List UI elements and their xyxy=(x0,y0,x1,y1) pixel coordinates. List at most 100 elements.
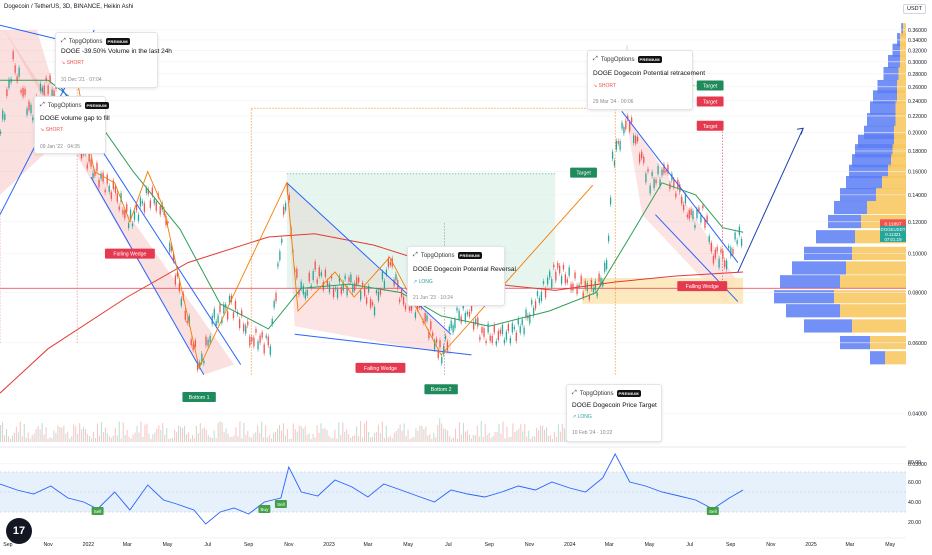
volume-profile-bar xyxy=(895,113,906,127)
volume-bar xyxy=(231,436,233,442)
idea-card-reversal[interactable]: ⤢ TopgOptions PREMIUM DOGE Dogecoin Potent… xyxy=(407,246,516,306)
candle-body xyxy=(686,214,689,218)
volume-bar xyxy=(112,435,114,442)
volume-bar xyxy=(49,437,51,442)
ma-long-line xyxy=(0,233,744,394)
candle-body xyxy=(124,210,126,219)
candle-body xyxy=(100,173,102,179)
candle-body xyxy=(473,321,475,330)
candle-body xyxy=(172,254,175,262)
tradingview-logo[interactable]: 17 xyxy=(6,518,32,544)
idea-card-volume-drop[interactable]: ⤢ TopgOptions PREMIUM DOGE -39.50% Volume … xyxy=(55,32,172,88)
idea-side: SHORT xyxy=(598,83,617,89)
volume-profile-bar xyxy=(867,200,906,215)
volume-bar xyxy=(524,423,526,442)
price-tick-label: 0.14000 xyxy=(908,193,927,199)
candle-body xyxy=(568,267,570,276)
short-arrow-icon: ↘ xyxy=(40,127,45,133)
volume-bar xyxy=(100,421,102,442)
time-tick-label: Mar xyxy=(605,542,614,548)
candle-body xyxy=(362,282,364,286)
volume-profile-bar xyxy=(816,230,855,244)
candle-body xyxy=(4,114,6,120)
candle-body xyxy=(495,340,497,345)
candle-body xyxy=(559,265,561,274)
candle-body xyxy=(621,122,623,129)
candle-body xyxy=(253,337,255,347)
volume-profile-bar xyxy=(834,290,906,304)
candle-body xyxy=(418,305,421,308)
price-tick-label: 0.18000 xyxy=(908,149,927,155)
volume-bar xyxy=(472,434,474,442)
candle-body xyxy=(306,289,308,296)
candle-body xyxy=(45,77,47,81)
idea-card-price-target[interactable]: ⤢ TopgOptions PREMIUM DOGE Dogecoin Price … xyxy=(566,384,662,442)
volume-bar xyxy=(251,437,253,442)
volume-bar xyxy=(152,434,154,442)
volume-bar xyxy=(98,435,101,442)
candle-body xyxy=(523,327,525,335)
idea-side: LONG xyxy=(577,414,592,420)
volume-bar xyxy=(183,425,186,442)
candle-body xyxy=(714,249,716,258)
candle-body xyxy=(651,171,653,177)
candle-body xyxy=(328,283,331,293)
candle-body xyxy=(525,309,527,318)
candle-body xyxy=(499,329,502,334)
volume-bar xyxy=(332,437,334,442)
indicator-lines xyxy=(0,79,744,394)
candle-body xyxy=(178,282,180,291)
candle-body xyxy=(730,247,732,257)
author-icon: ⤢ xyxy=(413,252,418,258)
candle-body xyxy=(243,324,245,332)
candle-body xyxy=(225,304,227,308)
idea-card-volume-gap[interactable]: ⤢ TopgOptions PREMIUM DOGE volume gap to f… xyxy=(34,96,110,154)
volume-bar xyxy=(55,432,57,442)
time-tick-label: Nov xyxy=(525,542,535,548)
volume-bar xyxy=(456,438,459,442)
candle-body xyxy=(106,174,108,184)
volume-bar xyxy=(92,431,95,442)
volume-bar xyxy=(146,423,148,442)
candle-body xyxy=(348,277,350,282)
candle-body xyxy=(718,258,720,268)
candle-body xyxy=(387,258,390,268)
volume-bar xyxy=(504,438,506,442)
candle-body xyxy=(186,320,188,323)
candle-body xyxy=(564,274,567,284)
candle-body xyxy=(692,210,694,220)
candle-body xyxy=(188,315,190,325)
volume-bar xyxy=(223,431,225,442)
candle-body xyxy=(531,300,533,305)
volume-bar xyxy=(195,425,197,442)
time-tick-label: May xyxy=(403,542,413,548)
candle-body xyxy=(732,249,734,255)
falling-wedge-fill xyxy=(286,182,451,355)
candle-body xyxy=(228,296,231,303)
candle-body xyxy=(460,316,462,323)
price-tick-label: 0.06000 xyxy=(908,341,927,347)
currency-badge[interactable]: USDT xyxy=(903,4,926,14)
candle-body xyxy=(215,321,217,326)
candle-body xyxy=(456,307,458,311)
volume-bar xyxy=(126,429,128,442)
author-icon: ⤢ xyxy=(593,56,598,62)
volume-bar xyxy=(81,429,83,442)
volume-bar xyxy=(1,422,4,442)
volume-bar xyxy=(39,429,41,442)
idea-card-retracement[interactable]: ⤢ TopgOptions PREMIUM DOGE Dogecoin Potent… xyxy=(587,50,705,110)
volume-bar xyxy=(247,430,249,442)
candle-body xyxy=(507,324,510,332)
volume-bar xyxy=(494,431,496,442)
volume-bar xyxy=(354,435,356,442)
candle-body xyxy=(174,275,177,285)
candle-body xyxy=(511,323,513,333)
candle-body xyxy=(615,140,618,150)
candle-body xyxy=(588,295,591,300)
candle-body xyxy=(410,302,413,311)
candle-body xyxy=(661,169,663,176)
volume-profile-bar xyxy=(786,304,840,318)
candle-body xyxy=(645,173,647,183)
volume-bar xyxy=(451,438,453,442)
